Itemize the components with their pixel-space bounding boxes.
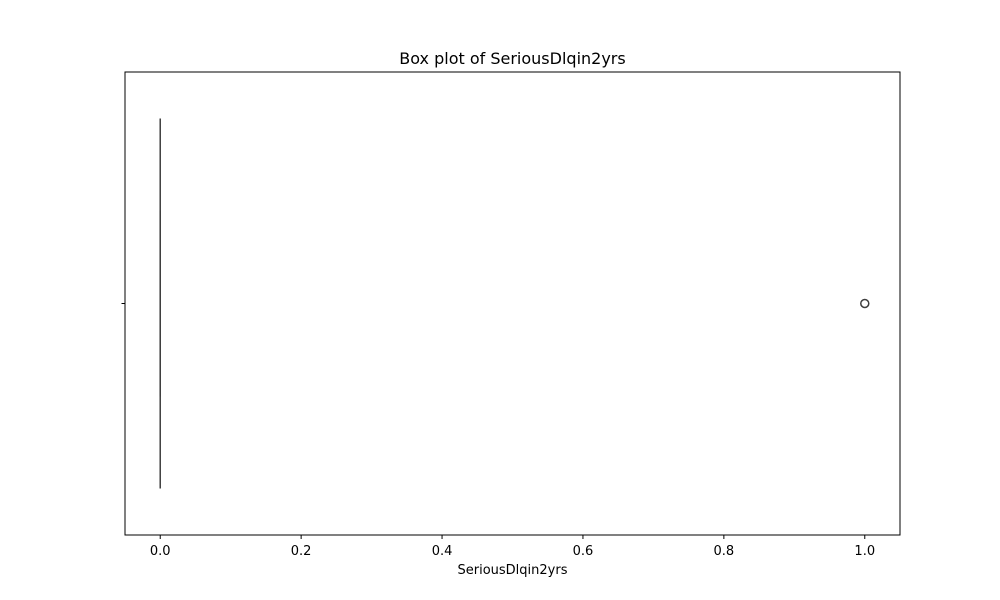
x-tick-label: 0.6 bbox=[573, 544, 594, 559]
outlier-point bbox=[860, 298, 870, 309]
x-tick-label: 0.2 bbox=[291, 544, 312, 559]
x-axis-ticks: 0.0 0.2 0.4 0.6 0.8 1.0 bbox=[150, 535, 875, 559]
chart-title: Box plot of SeriousDlqin2yrs bbox=[399, 49, 625, 68]
x-axis-label: SeriousDlqin2yrs bbox=[458, 563, 568, 578]
x-tick-label: 0.0 bbox=[150, 544, 171, 559]
plot-area bbox=[159, 118, 870, 489]
x-tick-label: 0.4 bbox=[432, 544, 453, 559]
x-tick-label: 0.8 bbox=[714, 544, 735, 559]
x-tick-label: 1.0 bbox=[854, 544, 875, 559]
